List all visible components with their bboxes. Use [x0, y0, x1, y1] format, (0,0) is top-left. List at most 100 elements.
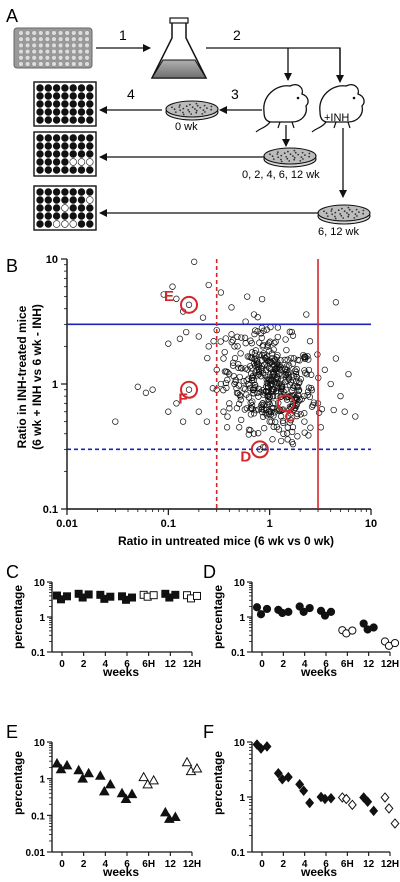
y-tick-label: 1 [239, 793, 245, 804]
panel-b-point [271, 362, 278, 369]
panel-b-point [254, 314, 261, 321]
panel-b-x-tick-label: 0.1 [161, 518, 176, 530]
panel-b-point [308, 371, 315, 378]
data-point [305, 603, 314, 613]
x-tick-label: 2 [81, 859, 87, 870]
panel-b-x-tick-label: 1 [267, 518, 273, 530]
panel-b-point [290, 355, 298, 362]
y-tick-label: 10 [234, 578, 246, 589]
x-tick-label: 12 [165, 859, 177, 870]
panel-b-point [274, 333, 281, 341]
panel-b-point [179, 418, 187, 425]
data-point [116, 787, 128, 798]
panel-b-point [271, 356, 279, 363]
panel-b-point [231, 380, 238, 388]
data-point [369, 805, 379, 817]
panel-b-y-label-line1: Ratio in INH-treated mice [15, 305, 29, 448]
x-tick-label: 4 [302, 859, 308, 870]
panel-b-point [305, 432, 312, 439]
y-tick-label: 1 [239, 613, 245, 624]
panel-b-point [235, 364, 242, 371]
y-tick-label: 10 [34, 738, 46, 749]
panel-b-point [275, 365, 283, 372]
panel-f-y-label: percentage [211, 751, 225, 815]
step-label-2: 2 [233, 27, 241, 43]
panel-b-point [258, 352, 266, 359]
panel-b-point [332, 355, 340, 362]
panel-b-point [237, 396, 244, 403]
panel-b-point [255, 430, 262, 437]
panel-b-point [257, 373, 264, 380]
panel-b-y-tick-label: 10 [46, 254, 58, 266]
panel-b-point [245, 380, 252, 388]
x-tick-label: 6 [323, 859, 329, 870]
panel-b-point [303, 371, 311, 378]
data-point [305, 797, 315, 809]
panel-e-label: E [6, 722, 18, 742]
panel-b-point [259, 413, 267, 420]
panel-b-point [234, 333, 241, 340]
panel-b-point [250, 430, 258, 437]
panel-b-point [259, 400, 266, 407]
y-tick-label: 1 [39, 613, 45, 624]
panel-b-point [248, 377, 256, 384]
panel-b-point [271, 379, 278, 386]
x-tick-label: 4 [103, 859, 109, 870]
panel-b-point [254, 357, 261, 365]
data-point [169, 811, 181, 822]
panel-a-label: A [6, 6, 18, 26]
panel-b-point [238, 416, 245, 424]
data-point [63, 592, 71, 601]
data-point [299, 607, 308, 616]
panel-b-point [228, 304, 235, 311]
panel-b-point [308, 403, 316, 410]
panel-b-point [265, 339, 273, 346]
panel-b-point [231, 343, 238, 350]
panel-b-highlight-label: F [178, 391, 187, 408]
panel-b-point [265, 376, 272, 383]
panel-b-point [291, 367, 299, 374]
panel-b-point [262, 367, 270, 374]
panel-b-point [112, 418, 119, 425]
panel-b-point [244, 293, 251, 300]
data-point [126, 788, 138, 799]
data-point [262, 604, 272, 614]
result-plate-3-icon [33, 185, 97, 231]
x-tick-label: 12H [381, 859, 399, 870]
x-tick-label: 4 [103, 659, 109, 670]
data-point [77, 773, 89, 783]
panel-b-point [246, 363, 254, 370]
y-tick-label: 10 [234, 738, 246, 749]
panel-b-point [258, 401, 265, 409]
data-point [347, 799, 357, 811]
panel-b-point [297, 411, 304, 418]
panel-b-point [235, 400, 243, 407]
panel-b-highlight-circle [180, 380, 199, 399]
panel-b-point [232, 376, 239, 384]
panel-b-point [273, 375, 280, 382]
panel-b-x-tick-label: 0.01 [56, 518, 77, 530]
panel-b-point [287, 417, 294, 424]
panel-c: C percentage weeks 0.1 1 10 0 2 4 6 6H 12 12H [6, 562, 201, 679]
panel-b-point [287, 379, 295, 386]
panel-b-point [217, 338, 224, 345]
data-point [273, 768, 283, 779]
panel-b-point [255, 363, 262, 371]
x-tick-label: 12H [381, 659, 399, 670]
panel-b-point [293, 383, 301, 391]
panel-b-point [134, 383, 141, 390]
data-point [191, 762, 203, 773]
panel-b-point [195, 333, 202, 340]
panel-b-point [283, 346, 290, 354]
petri-dish-multi-icon [263, 147, 317, 168]
panel-b-point [293, 366, 300, 373]
panel-b-point [228, 339, 235, 346]
data-point [149, 591, 158, 600]
step-label-1: 1 [119, 27, 127, 43]
x-tick-label: 6H [341, 659, 354, 670]
panel-b-point [236, 391, 243, 399]
panel-b-point [238, 334, 245, 341]
data-point [61, 759, 73, 770]
panel-b-label: B [6, 256, 18, 276]
panel-b-point [270, 423, 277, 430]
